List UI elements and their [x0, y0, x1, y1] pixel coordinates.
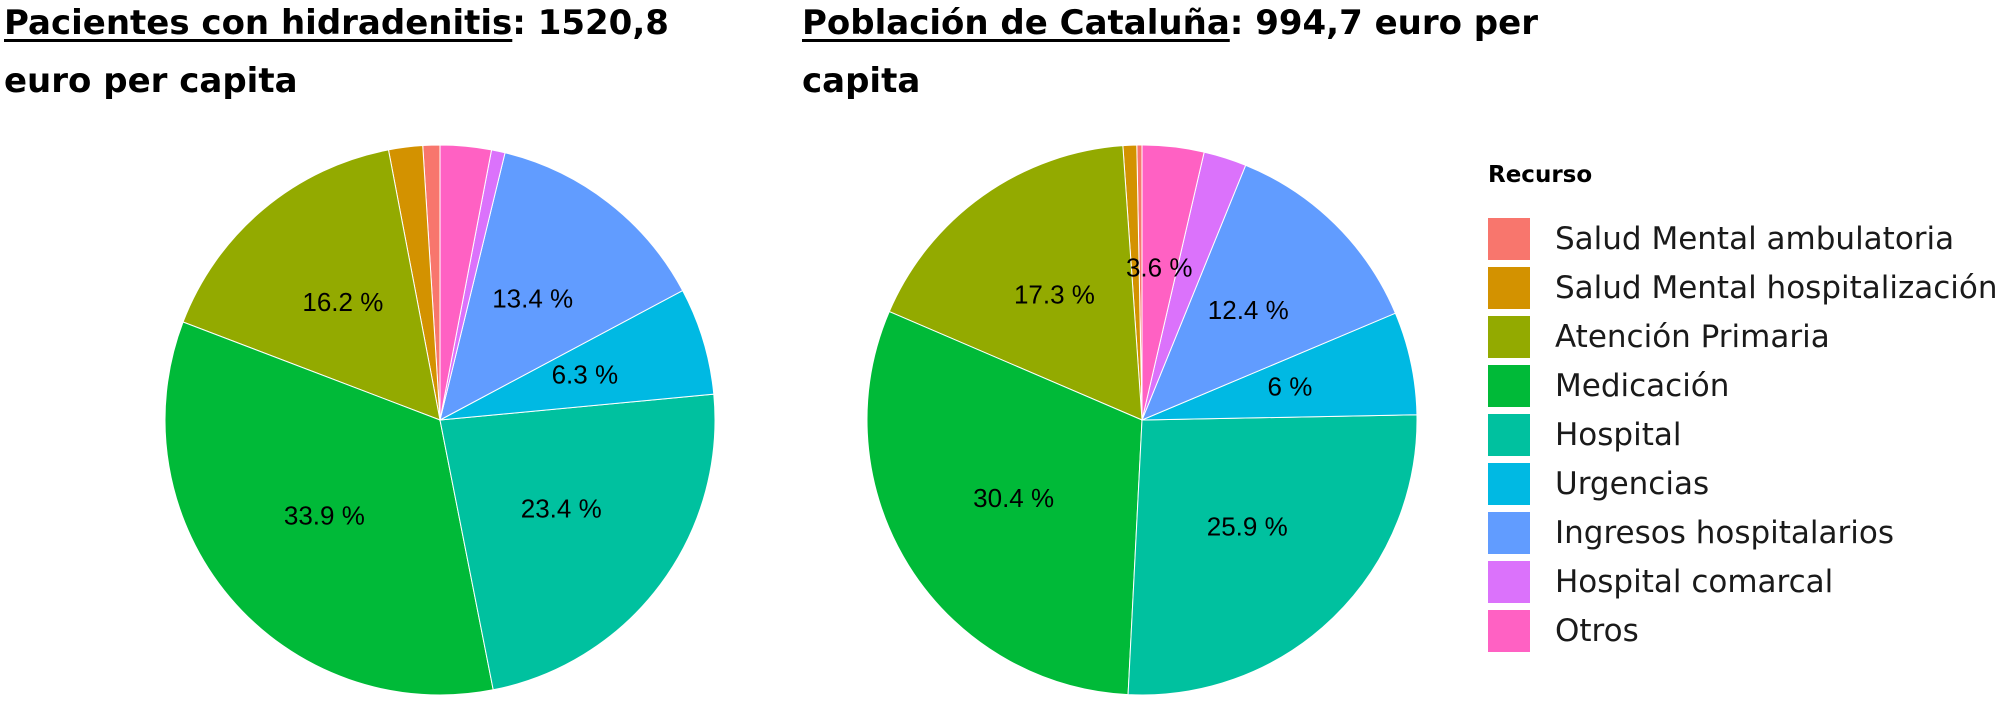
legend-items: Salud Mental ambulatoria Salud Mental hos… [1488, 214, 2014, 655]
pie-slice [888, 145, 1143, 421]
slice-label: 16.2 % [302, 287, 383, 317]
slice-label: 33.9 % [284, 500, 365, 530]
chart-title-value: : 1520,8 euro per capita [4, 3, 669, 101]
slice-label: 6.3 % [552, 359, 619, 389]
pie-slice [1141, 164, 1397, 421]
chart-title-value: : 994,7 euro per capita [802, 3, 1538, 101]
legend-key [1488, 217, 1530, 260]
legend-label: Salud Mental hospitalización [1555, 269, 1998, 306]
legend-item: Urgencias [1488, 459, 2014, 508]
legend-key [1488, 511, 1530, 554]
slice-label: 30.4 % [973, 483, 1054, 513]
slice-label: 23.4 % [521, 493, 602, 523]
legend-item: Ingresos hospitalarios [1488, 508, 2014, 557]
legend-key [1488, 462, 1530, 505]
legend-item: Otros [1488, 606, 2014, 655]
legend-item: Salud Mental hospitalización [1488, 263, 2014, 312]
legend-item: Hospital [1488, 410, 2014, 459]
legend-label: Hospital [1555, 416, 1682, 453]
legend-item: Salud Mental ambulatoria [1488, 214, 2014, 263]
slice-label: 13.4 % [492, 283, 573, 313]
slice-label: 17.3 % [1014, 280, 1095, 310]
legend-item: Hospital comarcal [1488, 557, 2014, 606]
slice-label: 6 % [1268, 371, 1313, 401]
slice-label: 3.6 % [1126, 253, 1193, 283]
pie-slice [439, 152, 684, 421]
pie-slice [164, 321, 494, 696]
legend-item: Medicación [1488, 361, 2014, 410]
legend-label: Hospital comarcal [1555, 563, 1834, 600]
pie-slice [439, 393, 716, 691]
legend-label: Medicación [1555, 367, 1730, 404]
legend-item: Atención Primaria [1488, 312, 2014, 361]
legend-label: Salud Mental ambulatoria [1555, 220, 1955, 257]
pie-slice [182, 149, 441, 421]
legend-key [1488, 560, 1530, 603]
chart-title-name: Pacientes con hidradenitis [4, 3, 513, 43]
pie-slice [1141, 144, 1205, 421]
pie-slice [866, 310, 1143, 696]
legend-label: Atención Primaria [1555, 318, 1830, 355]
slice-label: 12.4 % [1208, 295, 1289, 325]
legend-key [1488, 413, 1530, 456]
pie-chart-hidradenitis: 16.2 % 33.9 % 23.4 % 6.3 % 13.4 % [164, 144, 716, 696]
legend-label: Otros [1555, 612, 1639, 649]
pie-chart-cataluna: 17.3 % 30.4 % 25.9 % 6 % 12.4 % 3.6 % [866, 144, 1418, 696]
legend: Recurso Salud Mental ambulatoria Salud Me… [1488, 162, 2014, 655]
legend-key [1488, 364, 1530, 407]
legend-key [1488, 266, 1530, 309]
legend-label: Ingresos hospitalarios [1555, 514, 1895, 551]
pie-slice [1127, 414, 1418, 696]
chart-title-cataluna: Población de Cataluña: 994,7 euro per ca… [802, 0, 1562, 110]
legend-key [1488, 315, 1530, 358]
legend-label: Urgencias [1555, 465, 1710, 502]
pie-slice [439, 144, 493, 421]
slice-label: 25.9 % [1207, 512, 1288, 542]
legend-title: Recurso [1488, 162, 1593, 188]
legend-key [1488, 609, 1530, 652]
chart-title-hidradenitis: Pacientes con hidradenitis: 1520,8 euro … [4, 0, 764, 110]
chart-title-name: Población de Cataluña [802, 3, 1230, 43]
